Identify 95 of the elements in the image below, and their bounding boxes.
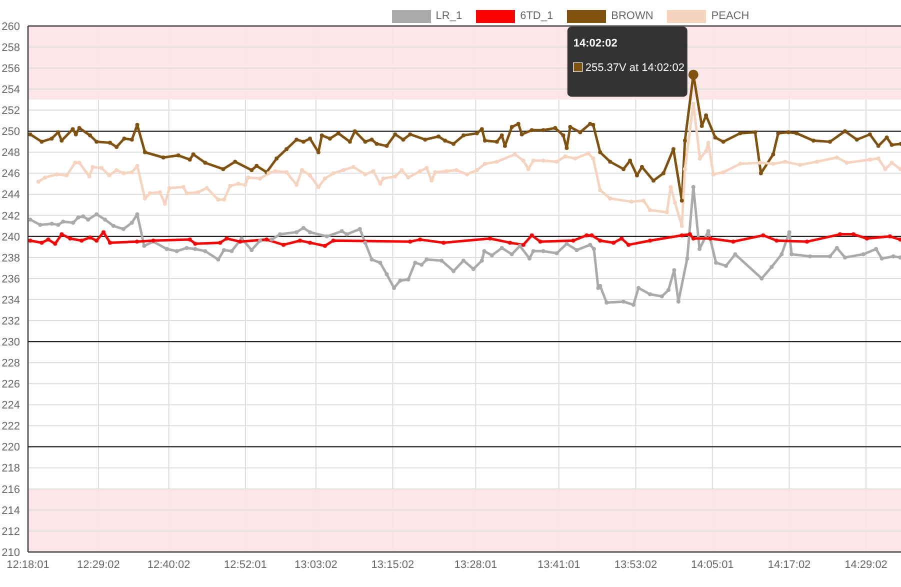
point: [68, 236, 72, 241]
point: [46, 238, 50, 242]
legend-label: PEACH: [711, 10, 750, 22]
y-tick-label: 216: [2, 484, 20, 496]
point: [774, 238, 779, 243]
point: [530, 233, 534, 238]
point: [281, 242, 286, 247]
x-tick-label: 13:15:02: [371, 558, 414, 571]
point: [571, 238, 576, 243]
point: [88, 235, 92, 240]
point: [620, 236, 624, 241]
y-tick-label: 260: [2, 20, 20, 33]
point: [838, 232, 842, 236]
point: [238, 240, 242, 244]
y-tick-label: 228: [2, 358, 20, 370]
point: [442, 240, 446, 245]
y-tick-label: 248: [2, 147, 20, 160]
y-tick-label: 258: [2, 42, 20, 54]
y-tick-label: 240: [2, 231, 20, 244]
point: [598, 238, 602, 243]
y-tick-label: 212: [2, 526, 20, 538]
x-tick-label: 13:28:01: [454, 558, 498, 571]
point: [218, 240, 222, 245]
point: [538, 240, 542, 244]
point: [488, 236, 492, 241]
point: [626, 242, 631, 247]
x-tick-label: 14:29:02: [844, 558, 888, 571]
point: [264, 238, 269, 242]
point: [648, 238, 652, 243]
y-tick-label: 250: [2, 126, 20, 138]
x-tick-label: 13:53:02: [614, 558, 658, 571]
x-tick-label: 14:05:01: [690, 558, 734, 571]
point: [108, 240, 112, 245]
y-tick-label: 256: [2, 62, 20, 75]
point: [508, 240, 512, 245]
x-tick-label: 14:17:02: [768, 558, 811, 571]
point: [60, 232, 64, 236]
point: [188, 238, 192, 242]
point: [134, 240, 139, 244]
point: [521, 242, 526, 247]
point: [898, 238, 901, 242]
y-tick-label: 226: [2, 378, 20, 391]
point: [590, 233, 594, 238]
legend-label: 6TD_1: [520, 10, 554, 22]
legend-label: BROWN: [611, 10, 654, 22]
point: [851, 232, 856, 236]
x-tick-label: 12:29:02: [77, 558, 120, 571]
point: [691, 236, 696, 241]
point: [322, 244, 327, 248]
y-tick-label: 234: [2, 294, 20, 306]
x-tick-label: 12:52:01: [224, 558, 267, 571]
point: [418, 238, 422, 242]
point: [298, 238, 302, 243]
y-tick-label: 236: [2, 273, 20, 286]
point: [28, 238, 32, 243]
point: [888, 234, 892, 238]
point: [40, 240, 44, 245]
point: [308, 240, 312, 245]
point: [584, 233, 589, 238]
point: [804, 240, 809, 244]
y-tick-label: 222: [2, 420, 20, 433]
y-tick-label: 254: [2, 84, 20, 96]
point: [612, 240, 616, 245]
point: [408, 240, 412, 244]
point: [80, 238, 84, 243]
y-tick-label: 210: [2, 546, 20, 559]
y-tick-label: 246: [2, 168, 20, 180]
y-tick-label: 230: [2, 336, 20, 349]
point: [688, 232, 692, 236]
y-tick-label: 224: [2, 400, 20, 412]
point: [680, 233, 684, 238]
x-tick-label: 12:18:01: [6, 558, 50, 571]
point: [864, 236, 869, 241]
annotation: 14:02:02: [573, 38, 618, 50]
y-tick-label: 252: [2, 105, 20, 118]
point: [331, 238, 336, 243]
point: [761, 233, 766, 238]
point: [224, 236, 229, 241]
x-tick-label: 13:41:01: [537, 558, 580, 571]
y-tick-label: 220: [2, 442, 20, 454]
y-tick-label: 214: [2, 504, 20, 517]
y-tick-label: 244: [2, 189, 20, 202]
point: [94, 238, 99, 243]
point: [708, 236, 712, 241]
y-tick-label: 242: [2, 210, 20, 222]
point: [193, 242, 198, 246]
y-tick-label: 232: [2, 315, 20, 328]
x-tick-label: 12:40:02: [147, 558, 190, 571]
annotation: 255.37V at 14:02:02: [585, 62, 684, 74]
legend-label: LR_1: [436, 10, 462, 22]
x-tick-label: 13:03:02: [294, 558, 338, 571]
point: [731, 240, 736, 244]
point: [53, 242, 58, 246]
y-tick-label: 238: [2, 252, 20, 264]
y-tick-label: 218: [2, 462, 20, 475]
